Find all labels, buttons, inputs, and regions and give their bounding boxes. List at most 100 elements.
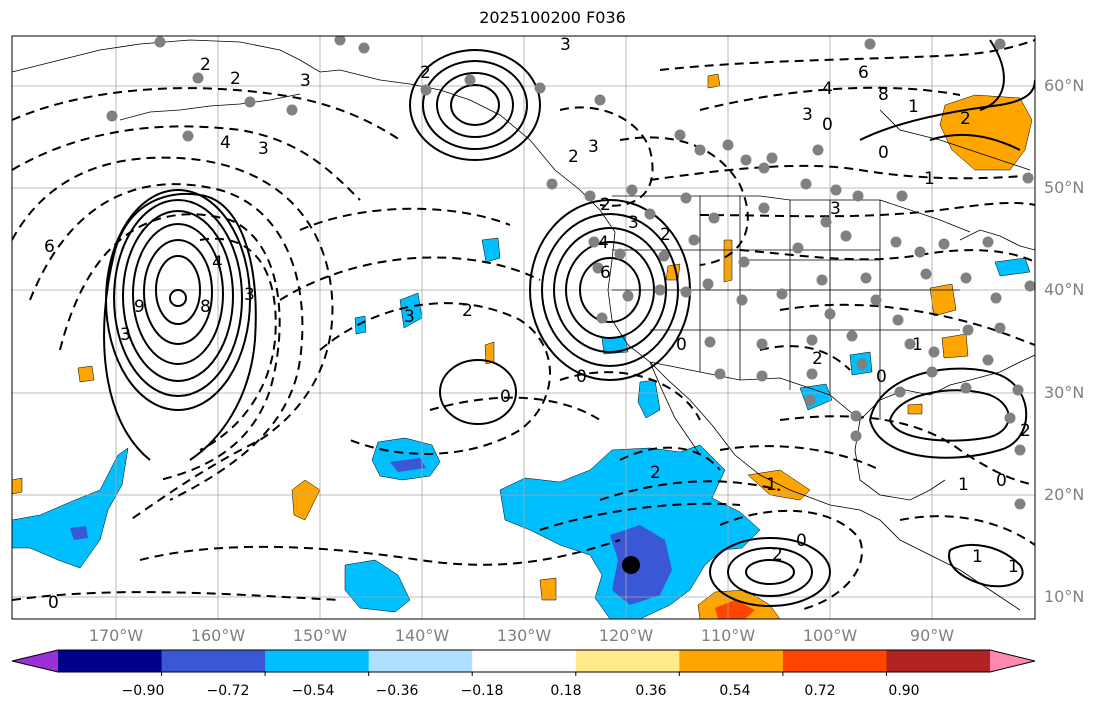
orange-fill-gulf: [747, 469, 811, 501]
contour-label: 0: [996, 471, 1007, 491]
lon-label-130w: 130°W: [496, 626, 552, 645]
contour-label: 0: [822, 115, 833, 135]
contour-label: 8: [878, 85, 889, 105]
coastline-gulf: [859, 354, 1035, 421]
high-ring-4: [132, 223, 224, 365]
contour-label: 0: [500, 387, 511, 407]
colorbar-extend-high: [990, 650, 1035, 672]
map-title: 2025100200 F036: [479, 8, 626, 27]
colorbar-tick-label: −0.36: [375, 683, 419, 699]
contour-label: 3: [830, 199, 841, 219]
contour-label: 6: [858, 63, 869, 83]
contour-label: 1: [1008, 557, 1019, 577]
contour-label: 2: [600, 195, 611, 215]
blue-fill-west-tropics: [12, 447, 129, 569]
colorbar-segment: [575, 650, 680, 672]
colorbar-tick-label: 0.90: [888, 683, 920, 699]
colorbar-segment: [679, 650, 784, 672]
marker-dot: [622, 556, 640, 574]
contour-label: 2: [960, 109, 971, 129]
orange-fill-small-10: [12, 477, 23, 495]
contour-label: 1: [972, 547, 983, 567]
lon-label-90w: 90°W: [909, 626, 955, 645]
blue-fill-small-3: [354, 315, 367, 335]
high-ring-7: [169, 289, 187, 307]
contour-label: 1: [766, 475, 777, 495]
colorbar-tick-label: 0.18: [550, 683, 582, 699]
colorbar-tick-label: 0.36: [635, 683, 667, 699]
blue-fill-small-7: [994, 257, 1031, 277]
colorbar-outline: [11, 649, 1036, 673]
colorbar-tick-label: 0.54: [719, 683, 751, 699]
contour-label: 0: [878, 143, 889, 163]
contour-label: 3: [628, 213, 639, 233]
colorbar-tick-label: 0.72: [804, 683, 836, 699]
orange-fill-small-4: [929, 283, 957, 317]
contour-label: 0: [796, 531, 807, 551]
contour-label: 2: [1020, 421, 1031, 441]
colorbar-segment: [886, 650, 991, 672]
contour-label: 2: [772, 545, 783, 565]
contour-label: 9: [134, 297, 145, 317]
contour-labels: 2 2 3 4 3 6 2 3 2 3 2 9 8 4 3 3 2 3 0 0 …: [44, 36, 1031, 613]
contour-label: 3: [588, 137, 599, 157]
lat-label-60n: 60°N: [1044, 76, 1085, 95]
orange-fill-small-11: [907, 403, 923, 415]
contour-label: 4: [598, 233, 609, 253]
contour-label: 0: [676, 335, 687, 355]
blue-fill-west-tropics-dark: [70, 526, 88, 540]
contour-label: 1: [958, 475, 969, 495]
contour-label: 1: [908, 97, 919, 117]
contour-label: 6: [44, 237, 55, 257]
trop-ring-3: [745, 559, 795, 585]
lon-label-120w: 120°W: [598, 626, 654, 645]
colorbar-segment: [368, 650, 473, 672]
contour-label: 1: [912, 335, 923, 355]
contour-label: 2: [462, 301, 473, 321]
canada-solid-2: [929, 133, 1021, 151]
orange-fill-hudson: [939, 94, 1033, 171]
orange-fill-small-9: [539, 577, 557, 601]
aleutian-ring-4: [450, 84, 500, 126]
aleutian-ring-1: [409, 49, 541, 161]
orange-fill-small-1: [291, 479, 321, 521]
blue-fill-mid-tropics: [371, 437, 441, 481]
lat-label-10n: 10°N: [1044, 587, 1085, 606]
contour-label: 2: [568, 147, 579, 167]
blue-fill-small-1: [481, 237, 501, 263]
contour-label: 0: [876, 367, 887, 387]
east-small: [948, 544, 1024, 588]
dashed-contours: [12, 39, 1035, 611]
contour-label: 2: [200, 55, 211, 75]
blue-fill-big-east-dark: [610, 525, 672, 605]
contour-label: 0: [48, 593, 59, 613]
contour-label: 4: [220, 133, 231, 153]
contour-label: 1: [924, 169, 935, 189]
contour-label: 3: [404, 307, 415, 327]
contour-label: 6: [600, 263, 611, 283]
trop-ring-1: [709, 537, 831, 607]
colorbar-tick-label: −0.72: [206, 683, 250, 699]
lat-label-30n: 30°N: [1044, 383, 1085, 402]
lat-label-50n: 50°N: [1044, 178, 1085, 197]
coastline-east: [959, 229, 1035, 251]
high-ring-6: [155, 255, 201, 325]
cal-ring-4: [565, 241, 655, 339]
ne-ring: [979, 39, 1005, 111]
blue-fill-mid-tropics-dark: [390, 458, 426, 472]
aleutian-chain: [119, 93, 301, 121]
blue-fill-small-5: [799, 383, 833, 411]
lon-label-160w: 160°W: [190, 626, 246, 645]
high-ring-3: [122, 210, 234, 382]
contour-label: 2: [230, 69, 241, 89]
contour-label: 3: [802, 105, 813, 125]
red-fill-south: [715, 600, 755, 619]
colorbar-segment: [782, 650, 887, 672]
colorbar-tick-label: −0.54: [291, 683, 335, 699]
contour-label: 2: [812, 349, 823, 369]
colorbar-segment: [161, 650, 266, 672]
high-ring-2: [113, 199, 243, 397]
colorbar-segment: [58, 650, 163, 672]
cal-ring-3: [553, 227, 667, 353]
